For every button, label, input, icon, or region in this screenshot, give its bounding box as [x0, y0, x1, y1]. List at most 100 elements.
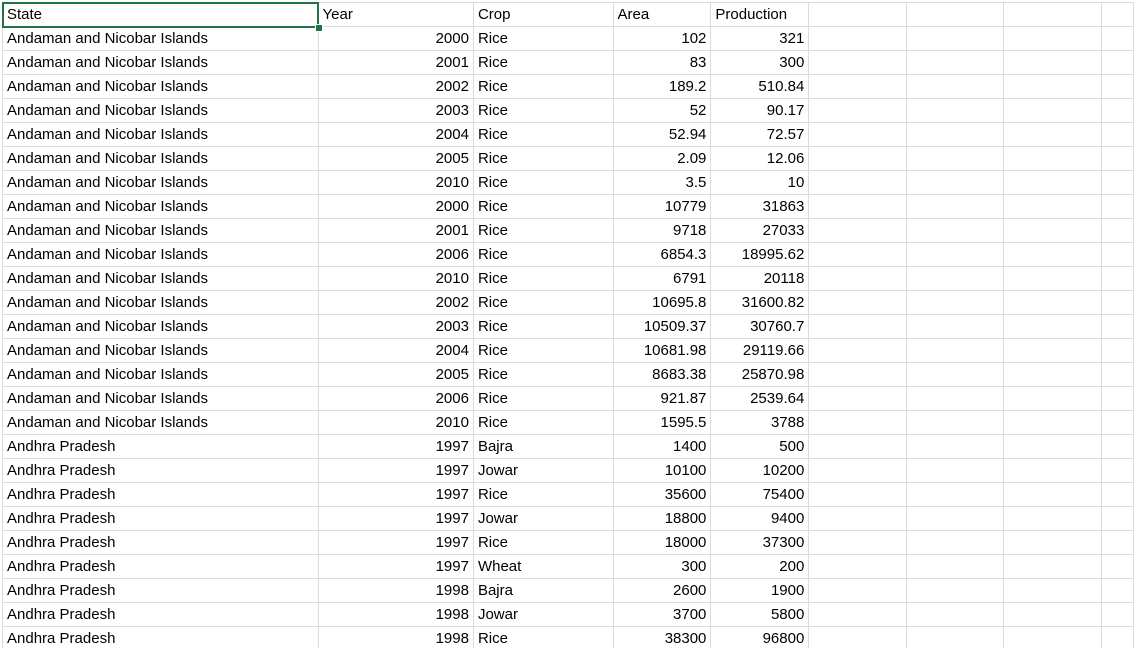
empty-cell[interactable] — [1003, 98, 1103, 123]
cell-state[interactable]: Andaman and Nicobar Islands — [2, 314, 319, 339]
cell-year[interactable]: 2005 — [317, 146, 474, 171]
header-cell-crop[interactable]: Crop — [472, 2, 614, 27]
cell-year[interactable]: 2003 — [317, 314, 474, 339]
empty-cell[interactable] — [905, 74, 1005, 99]
cell-production[interactable]: 25870.98 — [710, 362, 810, 387]
empty-cell[interactable] — [808, 362, 907, 387]
empty-cell[interactable] — [808, 434, 907, 459]
cell-crop[interactable]: Rice — [472, 386, 614, 411]
empty-cell[interactable] — [1003, 530, 1103, 555]
empty-cell[interactable] — [1101, 146, 1134, 171]
cell-state[interactable]: Andaman and Nicobar Islands — [2, 266, 319, 291]
cell-year[interactable]: 1997 — [317, 506, 474, 531]
cell-area[interactable]: 10779 — [612, 194, 712, 219]
cell-production[interactable]: 18995.62 — [710, 242, 810, 267]
empty-cell[interactable] — [808, 266, 907, 291]
empty-cell[interactable] — [1101, 26, 1134, 51]
cell-crop[interactable]: Rice — [472, 362, 614, 387]
cell-crop[interactable]: Rice — [472, 314, 614, 339]
empty-cell[interactable] — [1101, 242, 1134, 267]
empty-cell[interactable] — [1101, 170, 1134, 195]
empty-cell[interactable] — [1101, 458, 1134, 483]
cell-crop[interactable]: Jowar — [472, 506, 614, 531]
cell-area[interactable]: 38300 — [612, 626, 712, 648]
selection-fill-handle[interactable] — [315, 24, 323, 32]
cell-state[interactable]: Andaman and Nicobar Islands — [2, 242, 319, 267]
empty-cell[interactable] — [905, 458, 1005, 483]
cell-year[interactable]: 2002 — [317, 74, 474, 99]
cell-year[interactable]: 2001 — [317, 218, 474, 243]
cell-year[interactable]: 1997 — [317, 434, 474, 459]
cell-crop[interactable]: Rice — [472, 74, 614, 99]
empty-cell[interactable] — [1101, 362, 1134, 387]
empty-cell[interactable] — [808, 98, 907, 123]
cell-year[interactable]: 2006 — [317, 386, 474, 411]
cell-production[interactable]: 321 — [710, 26, 810, 51]
cell-crop[interactable]: Rice — [472, 98, 614, 123]
cell-area[interactable]: 2600 — [612, 578, 712, 603]
empty-cell[interactable] — [1101, 434, 1134, 459]
cell-year[interactable]: 1997 — [317, 530, 474, 555]
empty-cell[interactable] — [1101, 578, 1134, 603]
cell-crop[interactable]: Rice — [472, 146, 614, 171]
cell-production[interactable]: 9400 — [710, 506, 810, 531]
empty-cell[interactable] — [1003, 554, 1103, 579]
empty-cell[interactable] — [1101, 122, 1134, 147]
cell-crop[interactable]: Rice — [472, 194, 614, 219]
cell-area[interactable]: 8683.38 — [612, 362, 712, 387]
cell-area[interactable]: 6791 — [612, 266, 712, 291]
empty-cell[interactable] — [1003, 410, 1103, 435]
empty-cell[interactable] — [1101, 530, 1134, 555]
cell-production[interactable]: 31863 — [710, 194, 810, 219]
empty-cell[interactable] — [905, 266, 1005, 291]
cell-year[interactable]: 2010 — [317, 410, 474, 435]
cell-production[interactable]: 12.06 — [710, 146, 810, 171]
empty-cell[interactable] — [1003, 434, 1103, 459]
empty-cell[interactable] — [808, 602, 907, 627]
cell-crop[interactable]: Jowar — [472, 602, 614, 627]
cell-production[interactable]: 30760.7 — [710, 314, 810, 339]
empty-cell[interactable] — [1003, 26, 1103, 51]
empty-cell[interactable] — [1101, 194, 1134, 219]
empty-cell[interactable] — [1101, 602, 1134, 627]
cell-area[interactable]: 10681.98 — [612, 338, 712, 363]
empty-cell[interactable] — [905, 362, 1005, 387]
cell-production[interactable]: 2539.64 — [710, 386, 810, 411]
empty-cell[interactable] — [1003, 218, 1103, 243]
cell-area[interactable]: 18000 — [612, 530, 712, 555]
cell-state[interactable]: Andaman and Nicobar Islands — [2, 170, 319, 195]
empty-cell[interactable] — [1101, 50, 1134, 75]
empty-cell[interactable] — [1003, 362, 1103, 387]
cell-state[interactable]: Andaman and Nicobar Islands — [2, 146, 319, 171]
empty-cell[interactable] — [808, 170, 907, 195]
empty-cell[interactable] — [1003, 242, 1103, 267]
cell-crop[interactable]: Rice — [472, 26, 614, 51]
cell-year[interactable]: 2005 — [317, 362, 474, 387]
cell-production[interactable]: 20118 — [710, 266, 810, 291]
cell-area[interactable]: 35600 — [612, 482, 712, 507]
cell-crop[interactable]: Rice — [472, 170, 614, 195]
empty-cell[interactable] — [1101, 506, 1134, 531]
empty-cell[interactable] — [905, 194, 1005, 219]
empty-cell[interactable] — [1101, 386, 1134, 411]
cell-area[interactable]: 1400 — [612, 434, 712, 459]
cell-state[interactable]: Andaman and Nicobar Islands — [2, 122, 319, 147]
empty-cell[interactable] — [905, 602, 1005, 627]
empty-cell[interactable] — [1101, 266, 1134, 291]
cell-state[interactable]: Andhra Pradesh — [2, 458, 319, 483]
cell-year[interactable]: 2010 — [317, 266, 474, 291]
empty-cell[interactable] — [1101, 554, 1134, 579]
empty-cell[interactable] — [905, 482, 1005, 507]
empty-cell[interactable] — [905, 554, 1005, 579]
empty-cell[interactable] — [808, 314, 907, 339]
empty-cell[interactable] — [905, 386, 1005, 411]
cell-year[interactable]: 2001 — [317, 50, 474, 75]
cell-area[interactable]: 189.2 — [612, 74, 712, 99]
empty-cell[interactable] — [905, 338, 1005, 363]
cell-crop[interactable]: Rice — [472, 482, 614, 507]
empty-cell[interactable] — [808, 122, 907, 147]
empty-cell[interactable] — [1003, 314, 1103, 339]
cell-area[interactable]: 83 — [612, 50, 712, 75]
empty-cell[interactable] — [1003, 2, 1103, 27]
empty-cell[interactable] — [1003, 74, 1103, 99]
